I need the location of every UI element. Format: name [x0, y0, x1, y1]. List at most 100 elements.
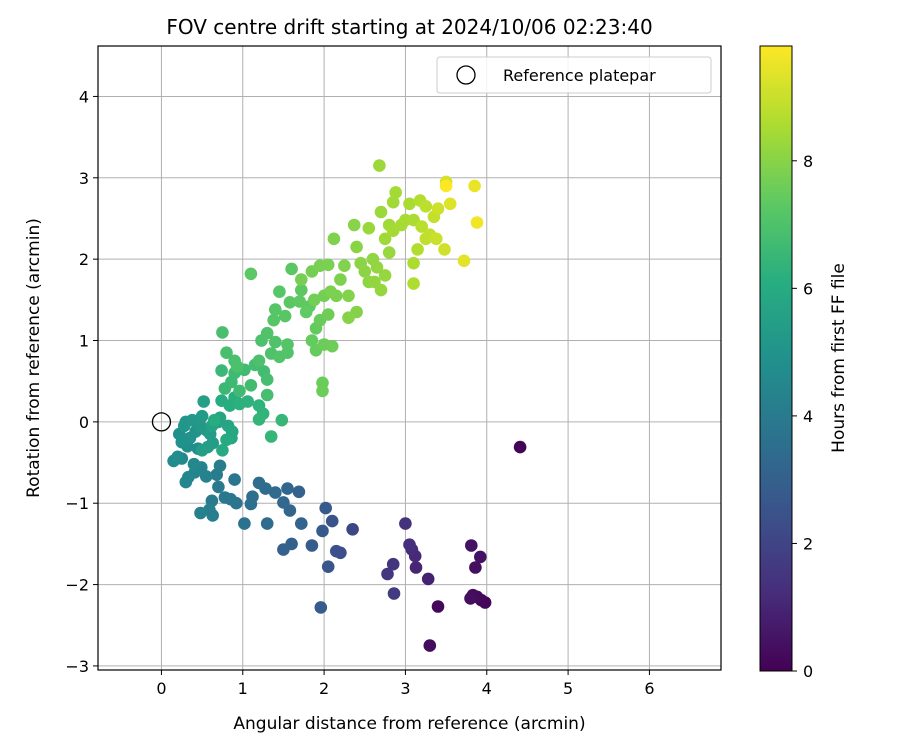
data-point	[319, 501, 333, 515]
data-point	[474, 550, 487, 564]
y-tick-label: −1	[65, 494, 89, 513]
colorbar-gradient	[759, 45, 793, 672]
x-tick-label: 3	[400, 679, 410, 698]
data-point	[342, 289, 355, 303]
x-axis-ticks: 0 1 2 3 4 5 6	[156, 670, 655, 698]
data-point	[278, 309, 292, 323]
data-point	[215, 364, 228, 377]
data-point	[382, 246, 396, 259]
x-tick-label: 5	[563, 679, 573, 698]
data-point	[465, 539, 478, 552]
data-point	[378, 232, 392, 246]
data-point	[252, 354, 266, 368]
data-points	[167, 159, 527, 652]
data-point	[407, 256, 420, 270]
data-point	[216, 326, 229, 339]
data-point	[409, 561, 423, 574]
data-point	[269, 303, 282, 316]
data-point	[305, 539, 319, 552]
data-point	[407, 277, 420, 290]
data-point	[197, 395, 210, 408]
data-point	[468, 179, 481, 193]
y-tick-label: 0	[79, 413, 89, 432]
data-point	[470, 216, 484, 229]
data-point	[252, 476, 266, 490]
data-point	[260, 388, 274, 402]
data-point	[293, 295, 307, 308]
data-point	[330, 289, 343, 303]
y-tick-label: −2	[65, 576, 89, 595]
data-point	[295, 517, 308, 530]
data-point	[179, 475, 193, 489]
data-point	[387, 587, 401, 600]
colorbar-tick-label: 6	[803, 279, 813, 298]
data-point	[260, 517, 274, 530]
y-tick-label: 2	[79, 250, 89, 269]
data-point	[238, 517, 251, 530]
data-point	[321, 308, 335, 321]
data-point	[273, 285, 286, 299]
reference-marker-group	[151, 412, 172, 432]
chart-title: FOV centre drift starting at 2024/10/06 …	[166, 15, 652, 39]
x-tick-label: 0	[156, 679, 166, 698]
data-point	[295, 273, 308, 286]
data-point	[281, 338, 294, 351]
data-point	[431, 202, 445, 215]
data-point	[370, 261, 384, 274]
colorbar-tick-label: 2	[803, 534, 813, 553]
colorbar-ticks: 0 2 4 6 8	[792, 152, 813, 681]
data-point	[316, 384, 329, 398]
data-point	[277, 543, 290, 556]
data-point	[469, 561, 482, 574]
x-axis-label: Angular distance from reference (arcmin)	[233, 714, 585, 734]
data-point	[362, 221, 376, 235]
data-point	[386, 195, 400, 209]
x-tick-label: 6	[644, 679, 654, 698]
data-point	[443, 197, 457, 211]
data-point	[314, 601, 328, 614]
data-point	[325, 514, 339, 528]
data-point	[316, 524, 329, 538]
data-point	[334, 273, 347, 286]
data-point	[228, 473, 241, 486]
data-point	[321, 258, 335, 272]
data-point	[411, 243, 424, 256]
data-point	[415, 220, 429, 233]
data-point	[252, 413, 266, 426]
x-tick-label: 1	[238, 679, 248, 698]
data-point	[285, 262, 298, 276]
data-point	[292, 485, 306, 499]
colorbar-tick-label: 0	[803, 662, 813, 681]
reference-marker	[151, 412, 172, 432]
y-axis-label: Rotation from reference (arcmin)	[24, 218, 44, 498]
data-point	[269, 486, 282, 499]
data-point	[218, 491, 232, 504]
y-axis-ticks: −3 −2 −1 0 1 2 3 4	[65, 87, 98, 676]
data-point	[403, 197, 416, 211]
data-point	[358, 265, 372, 278]
y-tick-label: 3	[79, 169, 89, 188]
colorbar-label: Hours from first FF file	[829, 263, 849, 453]
data-point	[342, 311, 355, 325]
data-point	[283, 296, 297, 309]
data-point	[195, 444, 209, 457]
data-point	[321, 560, 335, 573]
data-point	[212, 480, 225, 494]
data-point	[299, 305, 313, 319]
data-point	[295, 283, 308, 297]
data-point	[439, 179, 453, 193]
data-point	[281, 482, 294, 495]
data-point	[374, 205, 388, 219]
data-point	[171, 450, 184, 464]
data-point	[419, 200, 433, 213]
data-point	[220, 433, 233, 447]
y-tick-label: −3	[65, 657, 89, 676]
plot-frame	[97, 45, 722, 671]
data-point	[378, 269, 392, 282]
data-point	[233, 384, 246, 398]
data-point	[260, 373, 274, 386]
data-point	[277, 496, 290, 509]
grid	[98, 46, 721, 670]
legend-label: Reference platepar	[503, 66, 656, 85]
data-point	[269, 335, 282, 349]
